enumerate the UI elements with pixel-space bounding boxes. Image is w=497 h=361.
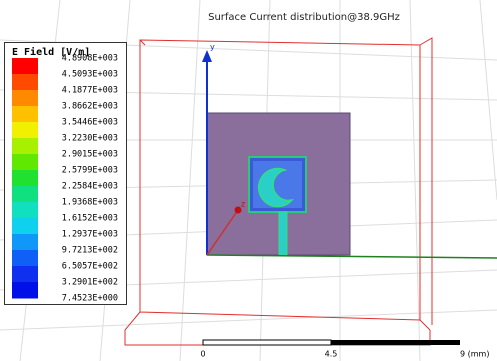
legend-swatch [12,58,38,75]
legend-label: 1.9368E+003 [62,198,118,208]
legend-label: 1.2937E+003 [62,230,118,240]
legend-label: 2.9015E+003 [62,150,118,160]
y-axis-label: y [210,43,215,52]
legend-swatch [12,170,38,187]
legend-label: 2.5799E+003 [62,166,118,176]
legend-swatch [12,250,38,267]
legend-swatch [12,186,38,203]
legend-label: 3.2230E+003 [62,134,118,144]
z-axis-label: z [241,200,245,209]
feed-line [279,212,287,255]
legend-label: 1.6152E+003 [62,214,118,224]
legend-swatch [12,122,38,139]
legend-label: 7.4523E+000 [62,294,118,304]
scale-label: 4.5 [325,350,338,359]
scale-bar-black [331,340,460,345]
legend-swatch [12,154,38,171]
scale-bar: 0 4.5 9 (mm) [200,350,489,359]
legend-swatch [12,106,38,123]
legend-label: 2.2584E+003 [62,182,118,192]
legend-swatch [12,234,38,251]
legend-label: 9.7213E+002 [62,246,118,256]
legend-swatch [12,202,38,219]
legend-swatch [12,138,38,155]
scale-label: 0 [200,350,205,359]
viewport: y z Surface Current distribution@38.9GHz… [0,0,497,361]
legend-label: 4.5093E+003 [62,70,118,80]
legend-label: 4.1877E+003 [62,86,118,96]
scale-label: 9 (mm) [460,350,489,359]
legend-label: 3.5446E+003 [62,118,118,128]
scale-bar-white [203,340,331,345]
legend-label: 3.8662E+003 [62,102,118,112]
legend-swatch [12,266,38,283]
legend-swatch [12,218,38,235]
legend-swatch [12,74,38,91]
x-axis [207,255,497,258]
legend-swatch [12,282,38,299]
y-arrow [202,50,212,62]
legend-label: 4.8908E+003 [62,54,118,64]
legend-swatch [12,90,38,107]
title: Surface Current distribution@38.9GHz [208,12,400,23]
legend-label: 3.2901E+002 [62,278,118,288]
legend-label: 6.5057E+002 [62,262,118,272]
